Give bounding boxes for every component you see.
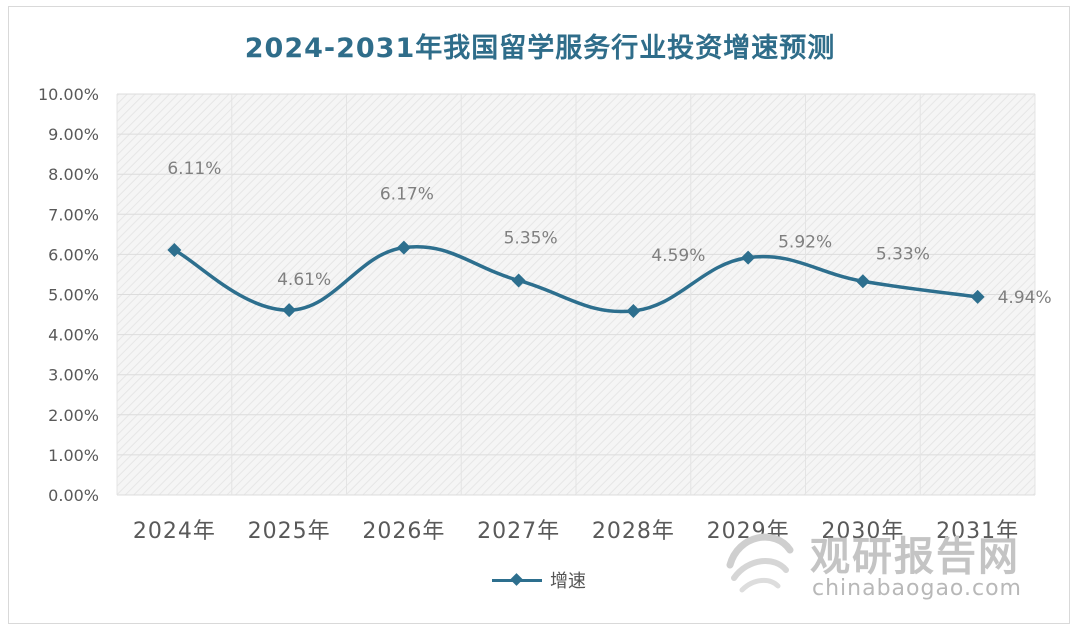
x-tick-label: 2026年 [362,519,445,544]
data-label: 5.35% [504,228,558,248]
data-point-marker [396,240,411,255]
gridlines [116,93,1036,496]
series-group [167,240,985,318]
y-tick-label: 0.00% [48,486,99,505]
y-axis-tick-labels: 0.00% 1.00% 2.00% 3.00% 4.00% 5.00% 6.00% 7.00%… [38,85,99,505]
x-tick-label: 2030年 [821,519,904,544]
data-label: 4.59% [651,246,705,266]
watermark: 观研报告网 chinabaogao.com [720,520,1050,610]
y-tick-label: 7.00% [48,205,99,224]
x-tick-label: 2031年 [936,519,1019,544]
x-tick-label: 2024年 [133,519,216,544]
legend-series-label: 增速 [550,571,586,592]
data-point-marker [626,303,641,318]
data-point-marker [167,242,182,257]
swirl-logo-icon [726,533,794,593]
chart-title: 2024-2031年我国留学服务行业投资增速预测 [244,33,836,64]
x-tick-label: 2027年 [477,519,560,544]
y-tick-label: 10.00% [38,85,99,104]
data-point-marker [282,303,297,318]
data-point-marker [741,250,756,265]
y-tick-label: 4.00% [48,326,99,345]
data-labels: 6.11% 4.61% 6.17% 5.35% 4.59% 5.92% 5.33% 4.94% [167,159,1051,308]
x-axis-tick-labels: 2024年 2025年 2026年 2027年 2028年 2029年 2030年 2031年 [133,519,1019,544]
y-tick-label: 1.00% [48,446,99,465]
data-point-marker [855,274,870,289]
series-line-增速 [173,244,978,314]
y-tick-label: 6.00% [48,245,99,264]
y-tick-label: 8.00% [48,165,99,184]
y-tick-label: 5.00% [48,286,99,305]
watermark-brand-en: chinabaogao.com [812,576,1022,601]
data-label: 4.61% [277,270,331,290]
x-tick-label: 2025年 [248,519,331,544]
y-tick-label: 3.00% [48,366,99,385]
data-label: 6.11% [167,159,221,179]
x-tick-label: 2028年 [592,519,675,544]
data-point-marker [970,289,985,304]
y-tick-label: 9.00% [48,125,99,144]
data-point-marker [511,273,526,288]
watermark-brand-cn: 观研报告网 [810,534,1020,580]
y-tick-label: 2.00% [48,406,99,425]
legend-series-swatch [492,573,542,587]
legend: 增速 [492,567,586,593]
data-label: 5.92% [778,233,832,253]
data-label: 4.94% [998,288,1052,308]
data-label: 6.17% [380,185,434,205]
data-label: 5.33% [876,244,930,264]
legend-diamond-icon [510,573,523,586]
